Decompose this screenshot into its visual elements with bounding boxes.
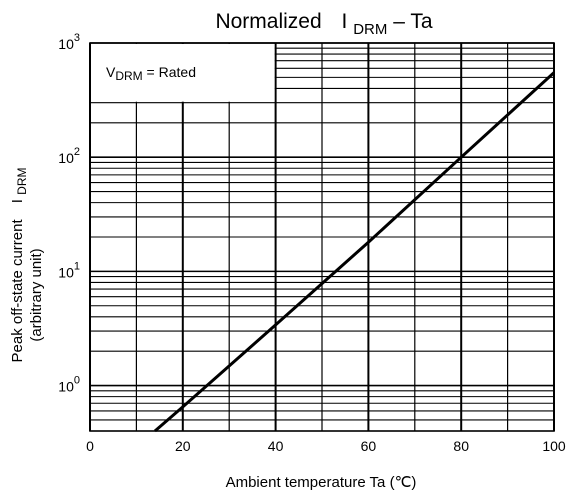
chart-title-main: Normalized — [215, 10, 321, 33]
chart-title: Normalized I DRM – Ta — [215, 10, 432, 39]
chart-title-suffix: – Ta — [393, 10, 433, 33]
chart-title-symbol: I — [342, 10, 348, 33]
series-line — [153, 71, 556, 433]
x-tick-label: 20 — [175, 438, 191, 454]
y-tick-base: 10 — [58, 150, 74, 166]
chart-title-symbol-sub: DRM — [353, 21, 387, 38]
y-tick-base: 10 — [58, 36, 74, 52]
y-tick-exponent: 0 — [74, 375, 80, 387]
legend-box — [91, 44, 275, 102]
x-tick-label: 80 — [453, 438, 469, 454]
x-axis-title: Ambient temperature Ta (℃) — [226, 474, 417, 491]
y-tick-base: 10 — [58, 264, 74, 280]
annotation-symbol-sub: DRM — [115, 69, 142, 83]
y-tick-exponent: 2 — [74, 146, 80, 158]
y-axis-title: Peak off-state current I DRM (arbitrary … — [9, 168, 45, 363]
y-axis-title-symbol: I — [9, 199, 26, 203]
y-tick-label: 103 — [58, 32, 80, 52]
plot-frame — [89, 42, 555, 432]
x-tick-label: 40 — [268, 438, 284, 454]
y-axis-title-text: Peak off-state current — [9, 219, 26, 363]
x-tick-label: 0 — [86, 438, 94, 454]
y-tick-base: 10 — [58, 379, 74, 395]
y-axis-title-line1: Peak off-state current I DRM — [9, 168, 29, 363]
annotation-rest: = Rated — [143, 64, 196, 80]
y-tick-label: 100 — [58, 375, 80, 395]
annotation-text: VDRM = Rated — [106, 64, 196, 83]
y-tick-label: 102 — [58, 146, 80, 166]
x-tick-label: 60 — [361, 438, 377, 454]
y-tick-exponent: 3 — [74, 32, 80, 44]
y-axis-title-line2: (arbitrary unit) — [28, 248, 45, 341]
annotation-symbol: V — [106, 64, 116, 80]
y-axis-title-symbol-sub: DRM — [15, 168, 29, 195]
y-tick-exponent: 1 — [74, 260, 80, 272]
y-tick-label: 101 — [58, 260, 80, 280]
x-tick-label: 100 — [542, 438, 566, 454]
